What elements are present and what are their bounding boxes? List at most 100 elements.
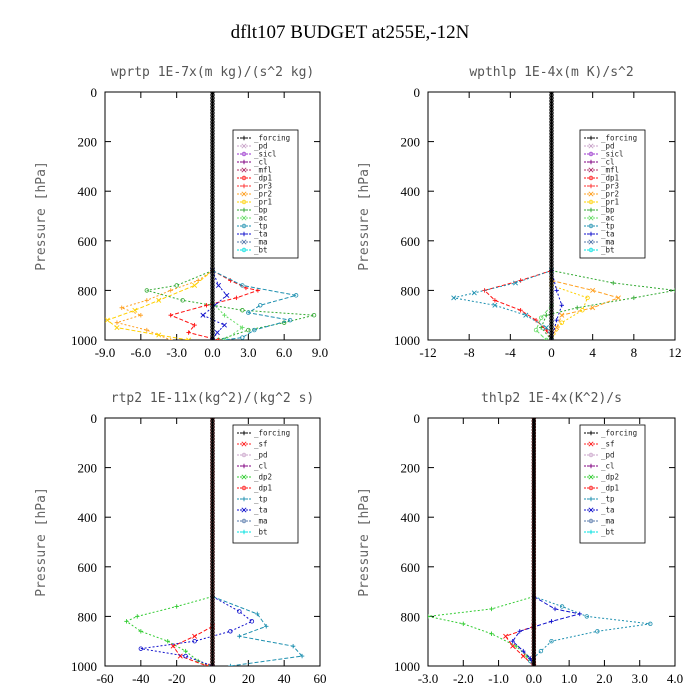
series-ta-line — [512, 596, 580, 666]
data-point — [615, 295, 621, 301]
data-point — [210, 327, 215, 333]
data-point — [210, 128, 215, 133]
data-point — [539, 315, 544, 320]
data-point — [210, 502, 215, 507]
data-point — [531, 612, 537, 617]
legend-marker — [588, 191, 594, 197]
data-point — [492, 302, 498, 308]
data-point — [531, 650, 537, 656]
legend-label: _dp1 — [601, 174, 619, 183]
legend-label: _dp2 — [601, 473, 619, 482]
data-point — [531, 528, 537, 534]
data-point — [531, 591, 537, 596]
legend-marker — [588, 143, 594, 149]
data-point — [210, 238, 215, 243]
data-point — [210, 235, 215, 241]
data-point — [210, 570, 215, 575]
y-tick-label: 400 — [78, 184, 98, 199]
data-point — [549, 241, 554, 246]
data-point — [214, 330, 220, 336]
data-point — [549, 205, 554, 211]
data-point — [210, 271, 215, 276]
data-point — [210, 137, 215, 142]
data-point — [210, 606, 215, 611]
data-point — [531, 457, 537, 462]
data-point — [210, 591, 215, 596]
data-point — [549, 173, 554, 178]
x-tick-label: 0 — [209, 671, 216, 686]
data-point — [210, 519, 215, 525]
x-tick-label: -6.0 — [131, 345, 152, 360]
data-point — [471, 290, 477, 296]
legend: _forcing _sf _pd _cl _dp2 _dp1 _tp _ta _ma _bt — [232, 424, 299, 544]
data-point — [200, 312, 206, 318]
x-tick-label: 40 — [278, 671, 291, 686]
data-point — [210, 152, 215, 157]
legend-marker — [241, 507, 247, 513]
data-point — [170, 643, 176, 649]
legend-label: _sicl — [254, 150, 277, 159]
x-tick-label: 3.0 — [240, 345, 256, 360]
data-point — [531, 621, 537, 626]
data-point — [549, 131, 554, 136]
data-point — [531, 421, 537, 427]
panel-title: thlp2 1E-4x(K^2)/s — [481, 391, 622, 406]
x-tick-label: 1.0 — [561, 671, 577, 686]
data-point — [210, 274, 215, 279]
data-point — [531, 647, 537, 653]
data-point — [210, 436, 215, 442]
panel-title: rtp2 1E-11x(kg^2)/(kg^2 s) — [111, 391, 315, 406]
data-point — [549, 220, 554, 226]
data-point — [531, 499, 537, 504]
data-point — [531, 454, 537, 459]
data-point — [543, 325, 549, 331]
data-point — [210, 585, 215, 590]
data-point — [531, 442, 537, 447]
series-forcing-markers — [531, 418, 537, 666]
data-point — [210, 624, 215, 629]
legend-label: _sicl — [601, 150, 624, 159]
y-axis-label: Pressure [hPa] — [357, 161, 372, 271]
data-point — [531, 624, 537, 629]
series-tp-markers — [210, 268, 299, 340]
data-point — [210, 205, 215, 211]
data-point — [210, 104, 215, 110]
data-point — [531, 552, 537, 558]
data-point — [549, 301, 554, 306]
data-point — [549, 122, 554, 127]
data-point — [549, 324, 554, 330]
legend-label: _ac — [254, 214, 268, 223]
data-point — [210, 603, 215, 608]
legend-label: _mfl — [601, 166, 619, 175]
data-point — [210, 627, 215, 632]
series-ac-line — [535, 304, 552, 340]
data-point — [210, 167, 215, 172]
data-point — [210, 95, 215, 101]
data-point — [210, 418, 215, 424]
data-point — [549, 98, 554, 104]
data-point — [210, 324, 215, 330]
legend-marker — [241, 518, 247, 524]
data-point — [549, 190, 554, 196]
data-point — [210, 457, 215, 462]
data-point — [132, 307, 138, 313]
x-tick-label: 6.0 — [276, 345, 292, 360]
data-point — [531, 543, 537, 549]
data-point — [210, 656, 215, 662]
series-tp-markers — [210, 594, 305, 666]
data-point — [531, 427, 537, 433]
data-point — [210, 229, 215, 235]
data-point — [210, 110, 215, 116]
data-point — [210, 499, 215, 504]
data-point — [549, 639, 554, 644]
data-point — [549, 164, 554, 169]
data-point — [531, 564, 537, 569]
series-dp1-markers — [170, 623, 216, 666]
data-point — [287, 317, 293, 323]
data-point — [210, 418, 215, 421]
legend-marker — [241, 223, 247, 229]
data-point — [531, 636, 537, 641]
legend-label: _pd — [254, 142, 268, 151]
data-point — [210, 321, 215, 327]
data-point — [531, 463, 537, 468]
